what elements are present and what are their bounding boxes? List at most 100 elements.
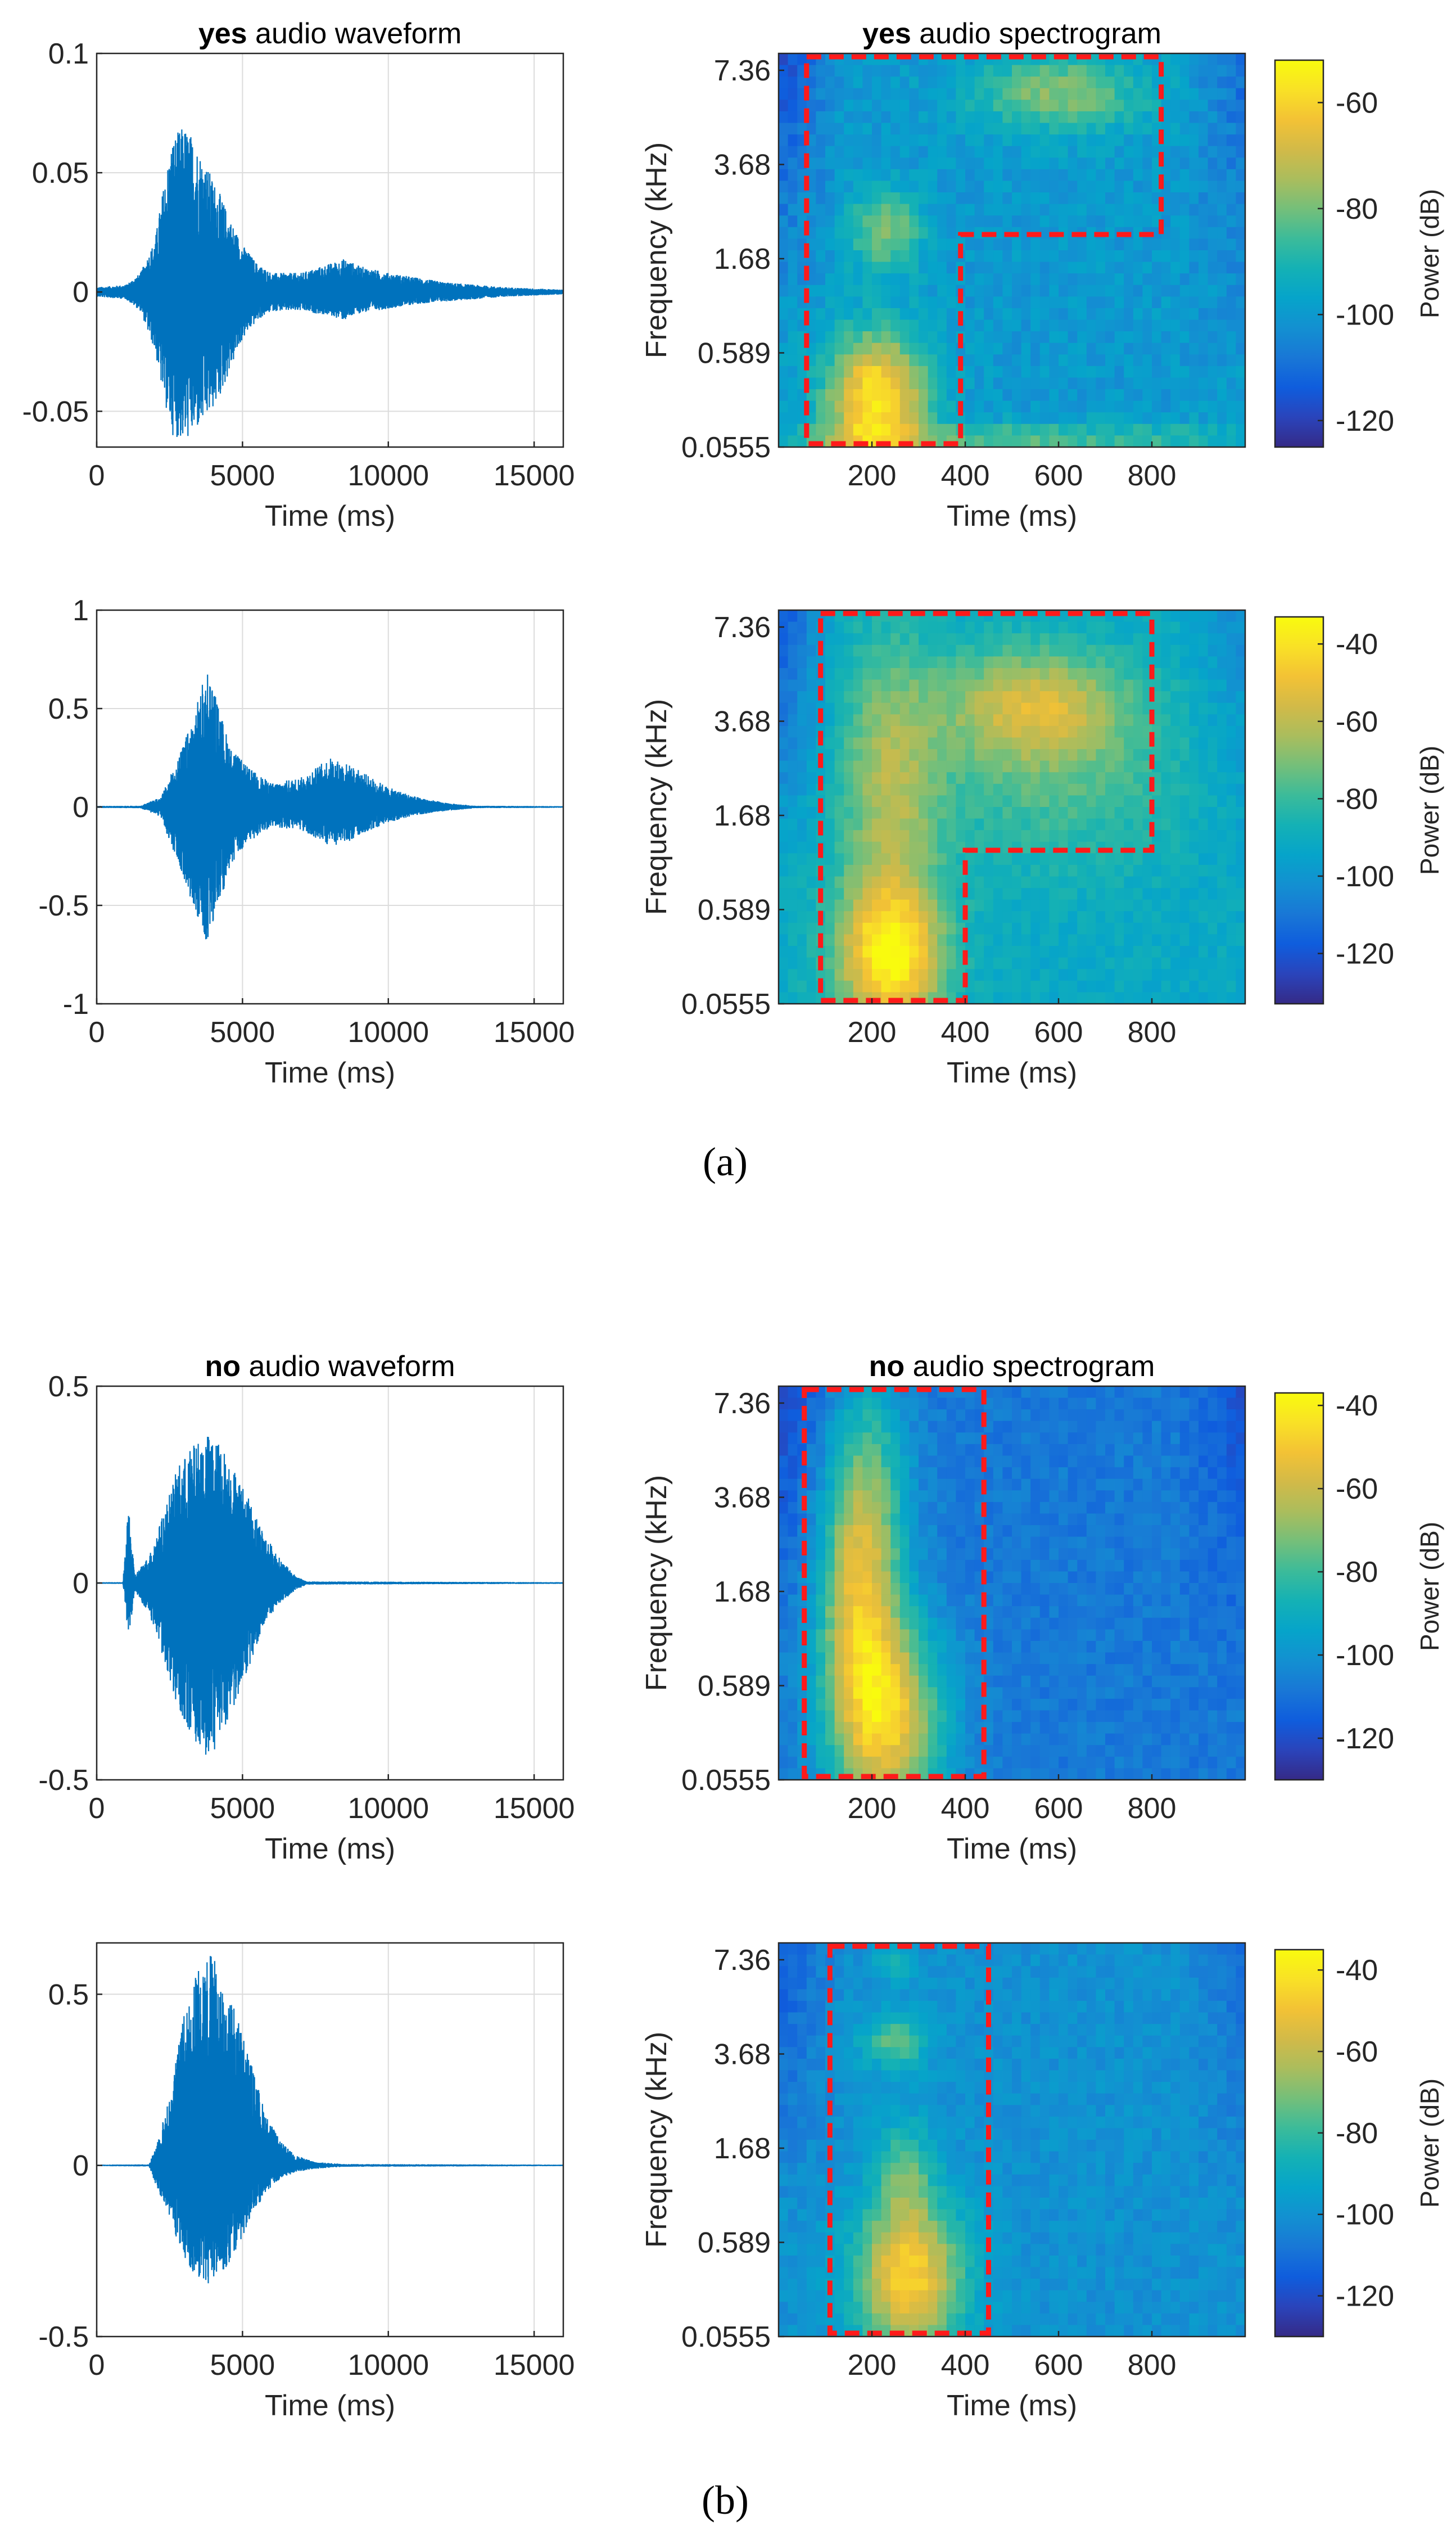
- heatmap-cell: [1161, 957, 1171, 969]
- heatmap-cell: [1161, 1490, 1171, 1503]
- heatmap-cell: [1226, 273, 1236, 286]
- heatmap-cell: [1002, 157, 1012, 170]
- heatmap-cell: [779, 204, 789, 216]
- heatmap-cell: [779, 400, 789, 413]
- heatmap-cell: [1161, 423, 1171, 436]
- heatmap-cell: [1002, 888, 1012, 900]
- heatmap-cell: [1039, 656, 1050, 669]
- heatmap-cell: [1105, 308, 1115, 321]
- heatmap-cell: [1077, 1710, 1087, 1722]
- heatmap-cell: [1161, 1606, 1171, 1618]
- heatmap-cell: [806, 1606, 816, 1618]
- heatmap-cell: [1152, 992, 1162, 1004]
- heatmap-cell: [779, 633, 789, 646]
- heatmap-cell: [974, 864, 984, 877]
- heatmap-cell: [1030, 1583, 1041, 1595]
- heatmap-cell: [909, 946, 919, 958]
- heatmap-cell: [1199, 980, 1209, 993]
- heatmap-cell: [1124, 111, 1134, 124]
- heatmap-cell: [1114, 633, 1124, 646]
- heatmap-cell: [1133, 644, 1143, 657]
- heatmap-cell: [1059, 633, 1069, 646]
- heatmap-cell: [1002, 1675, 1012, 1688]
- heatmap-cell: [1226, 737, 1236, 750]
- heatmap-cell: [1059, 1698, 1069, 1711]
- heatmap-cell: [779, 1583, 789, 1595]
- heatmap-cell: [1161, 922, 1171, 935]
- heatmap-cell: [1114, 1478, 1124, 1491]
- heatmap-cell: [853, 146, 863, 158]
- heatmap-cell: [899, 423, 910, 436]
- x-tick-label: 800: [1128, 459, 1177, 492]
- heatmap-cell: [1161, 899, 1171, 912]
- heatmap-cell: [872, 1548, 882, 1561]
- heatmap-cell: [1208, 273, 1218, 286]
- heatmap-cell: [919, 1397, 929, 1410]
- heatmap-cell: [844, 1710, 854, 1722]
- heatmap-cell: [806, 1687, 816, 1699]
- heatmap-cell: [946, 1640, 956, 1653]
- heatmap-cell: [1077, 261, 1087, 274]
- heatmap-cell: [965, 1710, 975, 1722]
- heatmap-cell: [1236, 423, 1246, 436]
- heatmap-cell: [1142, 1513, 1152, 1526]
- heatmap-cell: [1068, 146, 1078, 158]
- heatmap-cell: [1217, 181, 1227, 193]
- heatmap-cell: [1086, 308, 1096, 321]
- heatmap-cell: [1114, 807, 1124, 819]
- heatmap-cell: [1133, 725, 1143, 738]
- colorbar-tick-label: -100: [1336, 860, 1394, 893]
- heatmap-cell: [984, 354, 994, 367]
- heatmap-cell: [890, 864, 901, 877]
- heatmap-cell: [1208, 157, 1218, 170]
- heatmap-cell: [834, 1432, 844, 1445]
- heatmap-cell: [1199, 946, 1209, 958]
- heatmap-cell: [919, 980, 929, 993]
- heatmap-cell: [1226, 285, 1236, 297]
- heatmap-cell: [788, 1444, 798, 1456]
- heatmap-cell: [844, 1745, 854, 1757]
- heatmap-cell: [1142, 215, 1152, 228]
- heatmap-cell: [890, 1513, 901, 1526]
- heatmap-cell: [1012, 992, 1022, 1004]
- heatmap-cell: [1124, 331, 1134, 344]
- heatmap-cell: [1133, 853, 1143, 865]
- heatmap-cell: [928, 88, 938, 100]
- heatmap-cell: [1124, 366, 1134, 378]
- x-tick-label: 200: [848, 459, 897, 492]
- heatmap-cell: [862, 1710, 872, 1722]
- heatmap-cell: [788, 841, 798, 854]
- heatmap-cell: [965, 737, 975, 750]
- heatmap-cell: [1068, 1444, 1078, 1456]
- heatmap-cell: [890, 1652, 901, 1665]
- heatmap-cell: [844, 169, 854, 182]
- heatmap-cell: [1030, 934, 1041, 946]
- heatmap-cell: [1217, 238, 1227, 251]
- heatmap-cell: [1199, 760, 1209, 773]
- heatmap-cell: [1124, 250, 1134, 263]
- heatmap-cell: [1226, 691, 1236, 703]
- heatmap-cell: [1039, 864, 1050, 877]
- heatmap-cell: [1039, 111, 1050, 124]
- heatmap-cell: [1105, 100, 1115, 112]
- heatmap-cell: [1049, 772, 1059, 784]
- heatmap-cell: [1049, 876, 1059, 889]
- heatmap-cell: [899, 668, 910, 680]
- heatmap-cell: [956, 1710, 966, 1722]
- heatmap-cell: [844, 1420, 854, 1433]
- heatmap-cell: [844, 1722, 854, 1734]
- heatmap-cell: [1030, 111, 1041, 124]
- heatmap-cell: [834, 1629, 844, 1641]
- heatmap-cell: [1096, 1478, 1106, 1491]
- heatmap-cell: [1030, 1756, 1041, 1769]
- heatmap-cell: [1236, 123, 1246, 135]
- heatmap-cell: [853, 1536, 863, 1549]
- heatmap-cell: [872, 760, 882, 773]
- heatmap-cell: [1217, 957, 1227, 969]
- heatmap-cell: [1030, 1525, 1041, 1537]
- heatmap-cell: [1086, 1559, 1096, 1572]
- heatmap-cell: [890, 807, 901, 819]
- heatmap-cell: [1114, 423, 1124, 436]
- heatmap-cell: [806, 1536, 816, 1549]
- heatmap-cell: [1236, 181, 1246, 193]
